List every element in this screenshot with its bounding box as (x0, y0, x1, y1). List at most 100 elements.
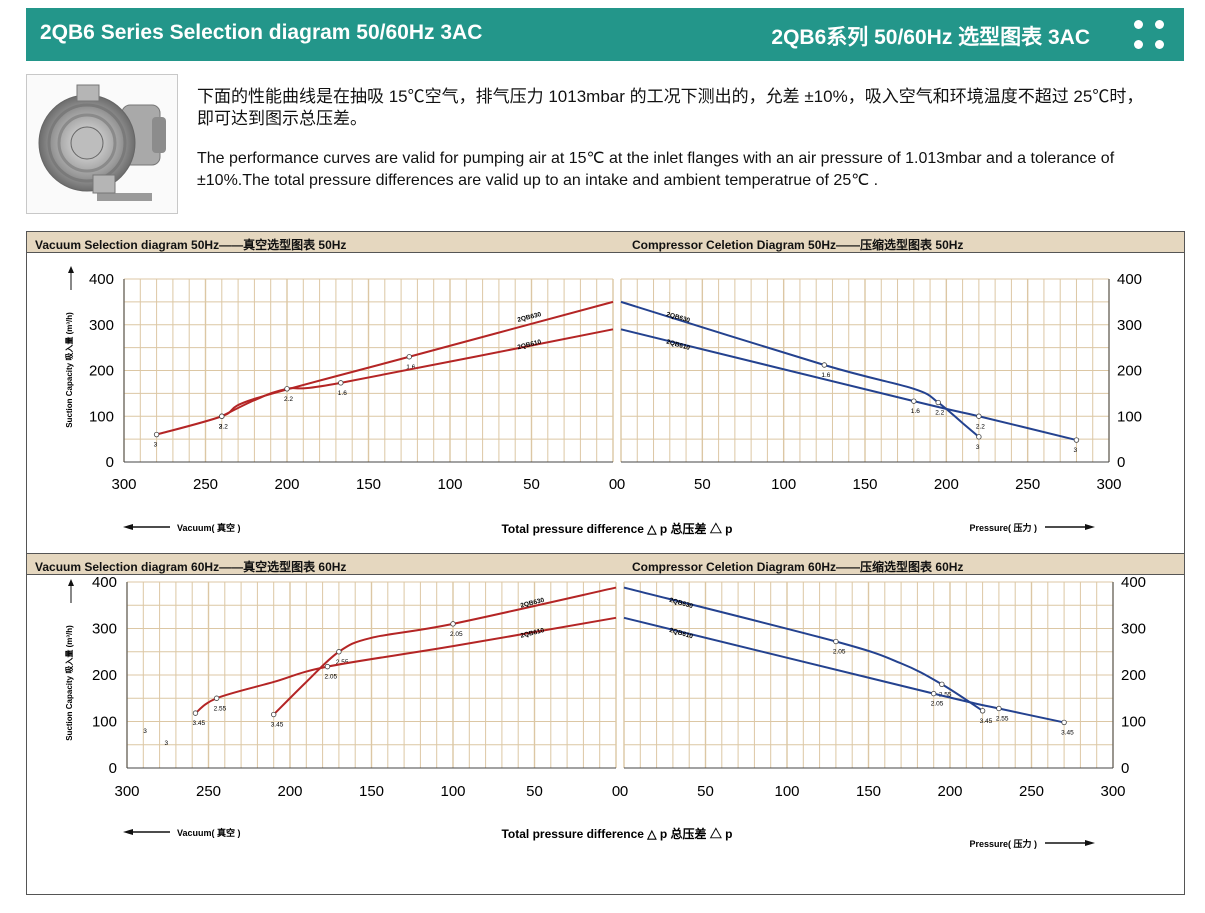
y-tick-label-right: 300 (1117, 317, 1142, 334)
x-tick-label-vacuum: 50 (526, 783, 543, 800)
y-tick-label-left: 400 (89, 271, 114, 288)
vacuum-60hz-title: Vacuum Selection diagram 60Hz——真空选型图表 60… (35, 560, 347, 574)
data-point (976, 434, 982, 440)
x-tick-label-vacuum: 0 (612, 783, 620, 800)
data-point-label: 1.6 (338, 390, 347, 397)
pressure-60hz-title: Compressor Celetion Diagram 60Hz——压缩选型图表… (632, 560, 964, 574)
data-point-label: 2.05 (324, 674, 337, 681)
data-point-label: 2.2 (935, 410, 944, 417)
data-point (911, 398, 917, 404)
dots-menu-icon (1132, 18, 1166, 52)
data-point (833, 638, 839, 645)
data-point (192, 710, 199, 716)
x-tick-label-pressure: 0 (620, 783, 628, 800)
data-point (153, 431, 160, 438)
y-tick-label-right: 400 (1121, 575, 1146, 591)
y-tick-label-left: 200 (92, 667, 117, 684)
series-name-label: 2QB610 (517, 339, 543, 352)
y-axis-arrowhead-icon (68, 579, 74, 586)
x-tick-label-vacuum: 150 (359, 783, 384, 800)
y-tick-label-right: 100 (1117, 408, 1142, 425)
series-line-pressure-2QB610 (620, 328, 1077, 442)
data-point-label: 2.05 (833, 649, 846, 656)
data-point (338, 380, 344, 386)
data-point (939, 681, 945, 687)
y-tick-label-left: 100 (89, 408, 114, 425)
x-tick-label-pressure: 200 (937, 783, 962, 800)
data-point-label: 1.6 (821, 372, 830, 379)
x-tick-label-pressure: 200 (934, 476, 959, 493)
x-tick-label-pressure: 0 (617, 476, 625, 493)
data-point-label: 2.55 (939, 691, 952, 698)
data-point (1061, 719, 1067, 726)
data-point-label: 3 (164, 740, 168, 747)
data-point-label: 2.05 (450, 631, 463, 638)
data-point-label: 2.2 (284, 396, 293, 403)
data-point (336, 649, 342, 655)
y-tick-label-right: 400 (1117, 271, 1142, 288)
data-point-label: 3.45 (192, 720, 205, 727)
data-point (213, 695, 220, 701)
x-axis-label: Total pressure difference △ p 总压差 △ p (501, 521, 732, 536)
data-point-label: 3.45 (271, 722, 284, 729)
series-name-label: 2QB630 (520, 597, 546, 610)
y-tick-label-right: 0 (1121, 760, 1129, 777)
data-point-label: 1.6 (406, 364, 415, 371)
pressure-direction-label: Pressure( 压力 ) (969, 522, 1037, 533)
series-name-label: 2QB630 (668, 597, 694, 611)
series-line-pressure-2QB630 (623, 586, 984, 712)
data-point (284, 386, 290, 392)
data-point (450, 621, 456, 627)
x-tick-label-vacuum: 250 (196, 783, 221, 800)
y-tick-label-right: 100 (1121, 714, 1146, 731)
charts-panel: Vacuum Selection diagram 50Hz——真空选型图表 50… (26, 231, 1185, 895)
x-tick-label-pressure: 100 (771, 476, 796, 493)
data-point-label: 2.05 (931, 701, 944, 708)
intro-text-chinese: 下面的性能曲线是在抽吸 15℃空气，排气压力 1013mbar 的工况下测出的，… (197, 87, 1144, 128)
y-tick-label-right: 200 (1117, 363, 1142, 380)
y-tick-label-right: 300 (1121, 621, 1146, 638)
y-tick-label-left: 300 (89, 317, 114, 334)
data-point (996, 705, 1002, 712)
pressure-50hz-title: Compressor Celetion Diagram 50Hz——压缩选型图表… (632, 238, 964, 252)
data-point (324, 663, 331, 670)
y-tick-label-left: 100 (92, 714, 117, 731)
y-tick-label-left: 0 (106, 454, 114, 471)
data-point-label: 2.55 (996, 715, 1009, 722)
x-tick-label-vacuum: 300 (111, 476, 136, 493)
data-point (931, 690, 937, 697)
x-tick-label-pressure: 300 (1096, 476, 1121, 493)
y-axis-label: Suction Capacity 吸入量 (m³/h) (64, 312, 74, 428)
y-tick-label-left: 400 (92, 575, 117, 591)
y-tick-label-left: 200 (89, 363, 114, 380)
data-point-label: 1.6 (911, 408, 920, 415)
data-point (219, 413, 225, 419)
data-point (976, 413, 982, 419)
title-chinese: 2QB6系列 50/60Hz 选型图表 3AC (771, 26, 1090, 49)
pressure-arrowhead-icon (1085, 840, 1095, 846)
data-point-label: 3.45 (980, 718, 993, 725)
y-tick-label-left: 300 (92, 621, 117, 638)
series-line-vacuum-2QB630 (272, 586, 617, 716)
x-tick-label-pressure: 300 (1100, 783, 1125, 800)
x-tick-label-pressure: 250 (1015, 476, 1040, 493)
intro-text-english: The performance curves are valid for pum… (197, 150, 1115, 189)
x-tick-label-pressure: 250 (1019, 783, 1044, 800)
x-tick-label-pressure: 150 (852, 476, 877, 493)
x-tick-label-vacuum: 50 (523, 476, 540, 493)
pressure-arrowhead-icon (1085, 524, 1095, 530)
series-line-pressure-2QB630 (620, 300, 980, 438)
data-point-label: 2.55 (336, 659, 349, 666)
data-point (935, 399, 941, 406)
series-name-label: 2QB610 (665, 339, 691, 353)
x-tick-label-vacuum: 100 (440, 783, 465, 800)
y-axis-arrowhead-icon (68, 266, 74, 273)
data-point (406, 354, 412, 360)
product-photo (26, 74, 178, 214)
data-point-label: 3.45 (1061, 729, 1074, 736)
data-point-label: 3 (154, 442, 158, 449)
x-tick-label-vacuum: 0 (609, 476, 617, 493)
series-name-label: 2QB610 (668, 627, 694, 641)
